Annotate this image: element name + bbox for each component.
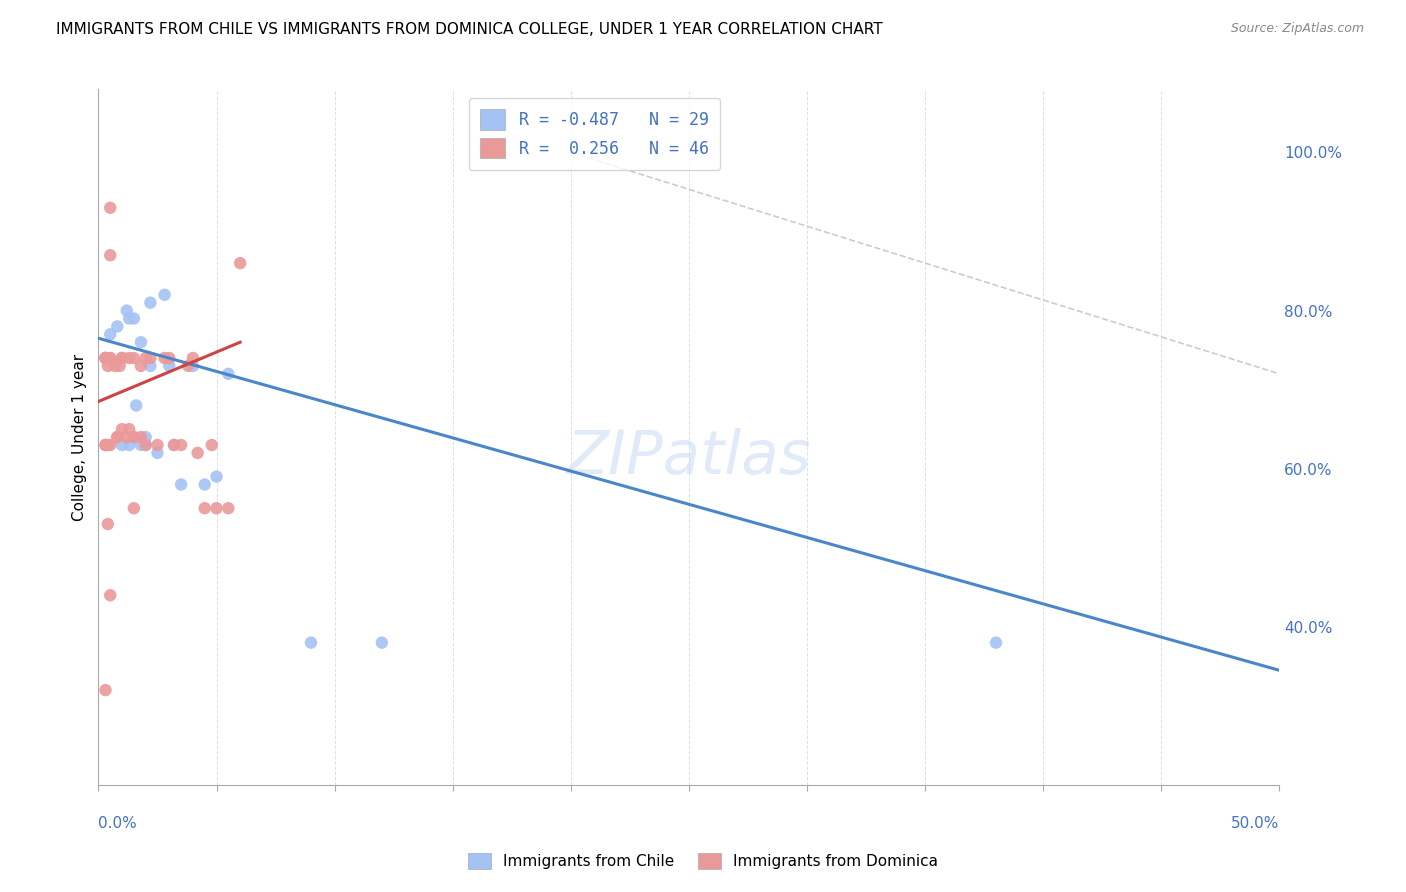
- Point: [98, 438, 121, 452]
- Point: [181, 359, 204, 373]
- Point: [115, 430, 138, 444]
- Point: [170, 477, 193, 491]
- Point: [163, 438, 186, 452]
- Point: [163, 438, 186, 452]
- Point: [98, 327, 121, 342]
- Point: [125, 399, 148, 413]
- Point: [108, 359, 131, 373]
- Text: Source: ZipAtlas.com: Source: ZipAtlas.com: [1230, 22, 1364, 36]
- Point: [122, 430, 145, 444]
- Point: [105, 319, 128, 334]
- Point: [97, 517, 120, 532]
- Point: [194, 501, 217, 516]
- Point: [94, 351, 117, 365]
- Point: [98, 248, 121, 262]
- Point: [135, 430, 157, 444]
- Point: [98, 351, 121, 365]
- Point: [984, 635, 1007, 649]
- Point: [146, 438, 169, 452]
- Point: [118, 422, 141, 436]
- Text: IMMIGRANTS FROM CHILE VS IMMIGRANTS FROM DOMINICA COLLEGE, UNDER 1 YEAR CORRELAT: IMMIGRANTS FROM CHILE VS IMMIGRANTS FROM…: [56, 22, 883, 37]
- Point: [181, 351, 204, 365]
- Point: [146, 446, 169, 460]
- Point: [94, 351, 117, 365]
- Point: [229, 256, 252, 270]
- Point: [105, 430, 128, 444]
- Text: 0.0%: 0.0%: [98, 816, 138, 831]
- Point: [299, 635, 322, 649]
- Point: [111, 438, 134, 452]
- Point: [177, 359, 200, 373]
- Point: [205, 469, 228, 483]
- Point: [111, 351, 134, 365]
- Point: [139, 295, 162, 310]
- Point: [94, 438, 117, 452]
- Point: [94, 351, 117, 365]
- Point: [205, 501, 228, 516]
- Point: [118, 438, 141, 452]
- Legend: Immigrants from Chile, Immigrants from Dominica: Immigrants from Chile, Immigrants from D…: [463, 847, 943, 875]
- Point: [111, 351, 134, 365]
- Point: [157, 351, 180, 365]
- Point: [94, 351, 117, 365]
- Point: [129, 335, 152, 350]
- Y-axis label: College, Under 1 year: College, Under 1 year: [72, 353, 87, 521]
- Point: [104, 359, 127, 373]
- Point: [170, 438, 193, 452]
- Point: [111, 351, 134, 365]
- Text: 50.0%: 50.0%: [1232, 816, 1279, 831]
- Point: [187, 446, 209, 460]
- Point: [98, 351, 121, 365]
- Legend: R = -0.487   N = 29, R =  0.256   N = 46: R = -0.487 N = 29, R = 0.256 N = 46: [468, 97, 720, 169]
- Point: [135, 438, 157, 452]
- Text: ZIPatlas: ZIPatlas: [567, 428, 811, 487]
- Point: [139, 351, 162, 365]
- Point: [135, 351, 157, 365]
- Point: [217, 367, 239, 381]
- Point: [129, 438, 152, 452]
- Point: [122, 351, 145, 365]
- Point: [122, 311, 145, 326]
- Point: [105, 430, 128, 444]
- Point: [118, 351, 141, 365]
- Point: [98, 201, 121, 215]
- Point: [129, 430, 152, 444]
- Point: [98, 588, 121, 602]
- Point: [111, 422, 134, 436]
- Point: [153, 287, 176, 301]
- Point: [201, 438, 224, 452]
- Point: [94, 438, 117, 452]
- Point: [94, 683, 117, 698]
- Point: [371, 635, 394, 649]
- Point: [115, 303, 138, 318]
- Point: [122, 501, 145, 516]
- Point: [139, 359, 162, 373]
- Point: [122, 430, 145, 444]
- Point: [129, 359, 152, 373]
- Point: [97, 438, 120, 452]
- Point: [118, 311, 141, 326]
- Point: [194, 477, 217, 491]
- Point: [153, 351, 176, 365]
- Point: [97, 359, 120, 373]
- Point: [157, 359, 180, 373]
- Point: [217, 501, 239, 516]
- Point: [135, 438, 157, 452]
